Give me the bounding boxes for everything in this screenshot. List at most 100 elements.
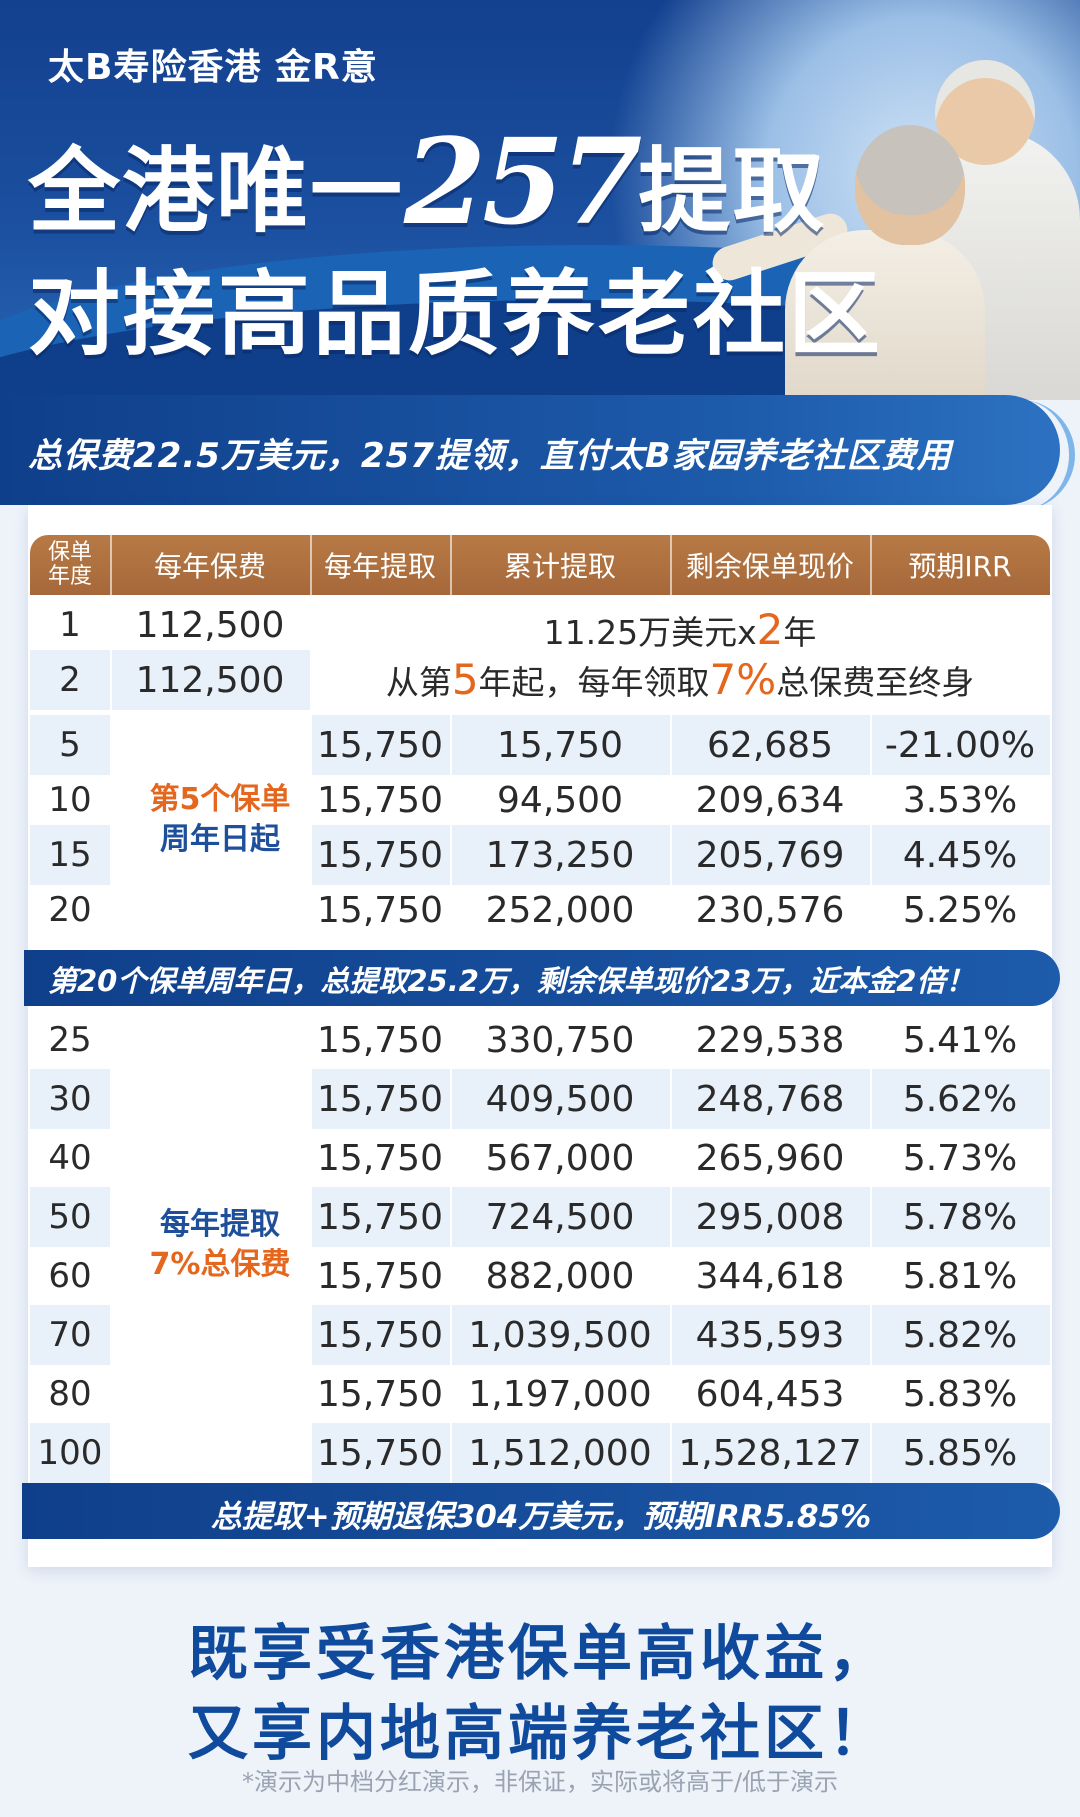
cell-cash-value: 1,528,127 [678, 1432, 862, 1474]
cell-withdraw: 15,750 [317, 889, 443, 931]
cell-cash-value: 265,960 [695, 1137, 845, 1179]
side-label-area [110, 1010, 310, 1483]
tagline-line-1: 既享受香港保单高收益， [188, 1619, 892, 1689]
cell-cumulative: 882,000 [485, 1255, 635, 1297]
column-divider [310, 595, 312, 1483]
cell-withdraw: 15,750 [317, 1255, 443, 1297]
cell-cumulative: 173,250 [485, 834, 635, 876]
cell-withdraw: 15,750 [317, 1078, 443, 1120]
cell-irr: 5.85% [902, 1432, 1018, 1474]
cell-year: 10 [48, 780, 92, 820]
cell-irr: 5.62% [902, 1078, 1018, 1120]
cell-cumulative: 330,750 [485, 1019, 635, 1061]
cell-year: 80 [48, 1374, 92, 1414]
cell-cumulative: 252,000 [485, 889, 635, 931]
cell-cumulative: 15,750 [497, 724, 623, 766]
cell-irr: 5.82% [902, 1314, 1018, 1356]
cell-irr: 3.53% [902, 779, 1018, 821]
cell-irr: -21.00% [884, 724, 1036, 766]
header-cumulative-withdrawal: 累计提取 [503, 550, 616, 583]
cell-year: 1 [59, 605, 81, 645]
cell-withdraw: 15,750 [317, 1314, 443, 1356]
cell-cumulative: 567,000 [485, 1137, 635, 1179]
headline-number: 257 [404, 112, 642, 251]
column-divider [670, 595, 672, 1483]
column-divider [870, 595, 872, 1483]
side-label-withdraw-blue: 每年提取 [160, 1207, 280, 1242]
cell-year: 60 [48, 1256, 92, 1296]
summary-banner [22, 1483, 1060, 1539]
sub-banner-accent [0, 400, 1075, 510]
cell-cash-value: 229,538 [695, 1019, 845, 1061]
cell-cash-value: 435,593 [695, 1314, 845, 1356]
cell-irr: 4.45% [902, 834, 1018, 876]
cell-year: 15 [48, 835, 92, 875]
hero-banner: 太B寿险香港 金R意 全港唯一257提取 对接高品质养老社区 [0, 0, 1080, 400]
header-annual-withdrawal: 每年提取 [323, 550, 436, 583]
cell-irr: 5.25% [902, 889, 1018, 931]
cell-year: 20 [48, 890, 92, 930]
summary-text: 总提取+预期退保304万美元，预期IRR5.85% [210, 1499, 872, 1535]
cell-cumulative: 724,500 [485, 1196, 635, 1238]
cell-cash-value: 230,576 [695, 889, 845, 931]
cell-irr: 5.81% [902, 1255, 1018, 1297]
cell-cumulative: 94,500 [497, 779, 623, 821]
cell-cumulative: 1,039,500 [468, 1314, 652, 1356]
cell-withdraw: 15,750 [317, 1137, 443, 1179]
cell-cash-value: 62,685 [707, 724, 833, 766]
cell-premium: 112,500 [135, 604, 285, 646]
header-cash-value: 剩余保单现价 [685, 550, 854, 583]
cell-irr: 5.83% [902, 1373, 1018, 1415]
headline-line-2: 对接高品质养老社区 [28, 260, 884, 368]
cell-year: 2 [59, 660, 81, 700]
header-annual-premium: 每年保费 [153, 550, 266, 583]
table-header [30, 535, 1050, 595]
headline-line-1: 全港唯一257提取 [28, 112, 827, 251]
cell-cumulative: 409,500 [485, 1078, 635, 1120]
cell-year: 25 [48, 1020, 92, 1060]
side-label-area [110, 715, 310, 950]
cell-year: 50 [48, 1197, 92, 1237]
cell-cash-value: 209,634 [695, 779, 845, 821]
table-row [30, 650, 310, 710]
disclaimer: *演示为中档分红演示，非保证，实际或将高于/低于演示 [241, 1768, 839, 1796]
cell-withdraw: 15,750 [317, 1196, 443, 1238]
header-irr: 预期IRR [908, 550, 1012, 583]
elderly-couple-photo [708, 20, 1080, 400]
side-label-start-blue: 周年日起 [160, 822, 280, 857]
cell-withdraw: 15,750 [317, 1019, 443, 1061]
header-policy-year-text: 保单年度 [47, 540, 92, 589]
sub-banner-text: 总保费22.5万美元，257提领，直付太B家园养老社区费用 [28, 436, 952, 476]
cell-withdraw: 15,750 [317, 1432, 443, 1474]
sub-banner [0, 395, 1060, 505]
column-divider [110, 595, 112, 1483]
merged-cell [310, 595, 1050, 715]
cell-cash-value: 205,769 [695, 834, 845, 876]
merge-note-line-2: 从第5年起，每年领取7%总保费至终身 [385, 655, 975, 704]
cell-cash-value: 604,453 [695, 1373, 845, 1415]
mid-highlight-text: 第20个保单周年日，总提取25.2万，剩余保单现价23万，近本金2倍！ [48, 964, 975, 998]
side-label-start-orange: 第5个保单 [149, 782, 291, 817]
cell-year: 30 [48, 1079, 92, 1119]
cell-withdraw: 15,750 [317, 724, 443, 766]
cell-cash-value: 295,008 [695, 1196, 845, 1238]
tagline-line-2: 又享内地高端养老社区！ [188, 1699, 892, 1769]
cell-irr: 5.78% [902, 1196, 1018, 1238]
brand-title: 太B寿险香港 金R意 [48, 47, 378, 88]
cell-irr: 5.73% [902, 1137, 1018, 1179]
cell-year: 70 [48, 1315, 92, 1355]
column-divider [450, 595, 452, 1483]
cell-withdraw: 15,750 [317, 834, 443, 876]
cell-premium: 112,500 [135, 659, 285, 701]
cell-withdraw: 15,750 [317, 1373, 443, 1415]
merge-note-line-1: 11.25万美元x2年 [543, 605, 817, 654]
cell-cumulative: 1,512,000 [468, 1432, 652, 1474]
cell-year: 100 [37, 1433, 103, 1473]
side-label-withdraw-orange: 7%总保费 [149, 1247, 291, 1282]
cell-cumulative: 1,197,000 [468, 1373, 652, 1415]
cell-cash-value: 248,768 [695, 1078, 845, 1120]
cell-irr: 5.41% [902, 1019, 1018, 1061]
header-policy-year: 保单年度 [30, 535, 110, 595]
cell-withdraw: 15,750 [317, 779, 443, 821]
cell-cash-value: 344,618 [695, 1255, 845, 1297]
